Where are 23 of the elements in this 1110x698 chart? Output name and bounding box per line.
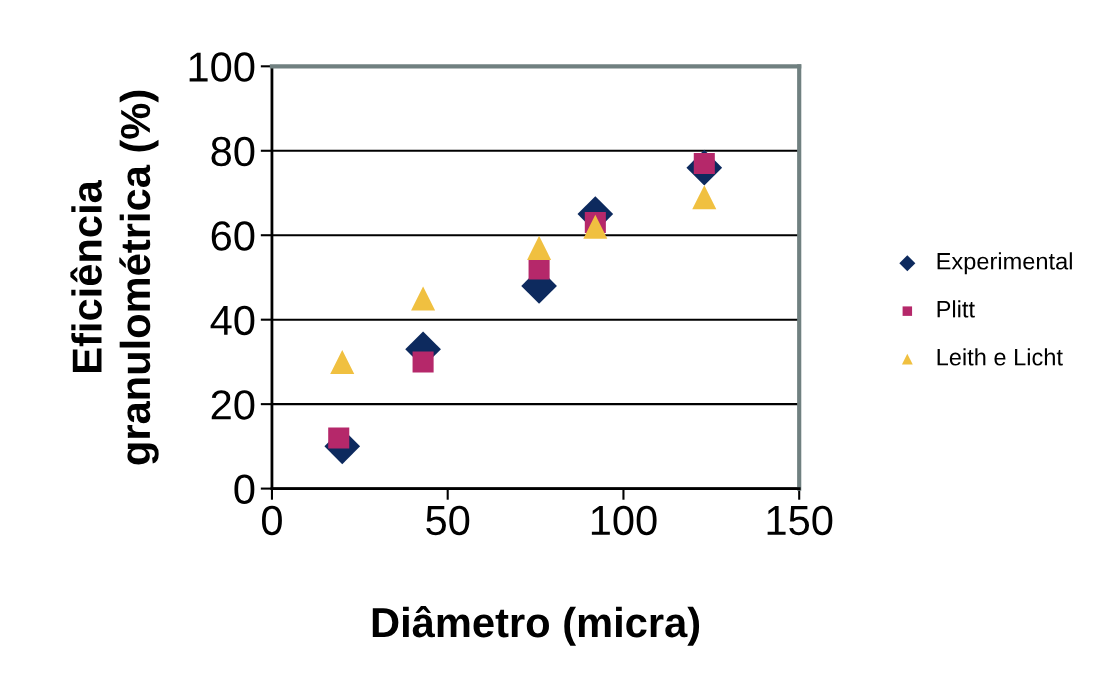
y-tick-label: 0 — [234, 474, 255, 505]
x-tick-label: 0 — [261, 505, 282, 536]
y-tick-label: 20 — [211, 390, 255, 420]
point — [328, 427, 350, 449]
point — [330, 349, 355, 374]
point — [583, 214, 608, 239]
y-tick-label: 40 — [210, 305, 255, 336]
point — [528, 258, 550, 280]
x-tick-label: 150 — [767, 505, 833, 536]
x-tick-label: 100 — [591, 505, 657, 536]
y-axis-title: Eficiência granulométrica (%) — [70, 90, 159, 465]
point — [411, 286, 436, 311]
point — [412, 351, 434, 373]
y-tick-label: 60 — [211, 221, 255, 251]
x-axis-title: Diâmetro (micra) — [372, 605, 700, 646]
legend-label: Leith e Licht — [937, 348, 1063, 366]
point — [692, 185, 717, 210]
y-tick-label: 100 — [189, 52, 255, 82]
x-tick-label: 50 — [426, 505, 470, 536]
point — [527, 235, 552, 260]
y-tick-label: 80 — [211, 136, 255, 167]
legend-label: Experimental — [937, 252, 1072, 275]
legend-label: Plitt — [937, 300, 975, 318]
